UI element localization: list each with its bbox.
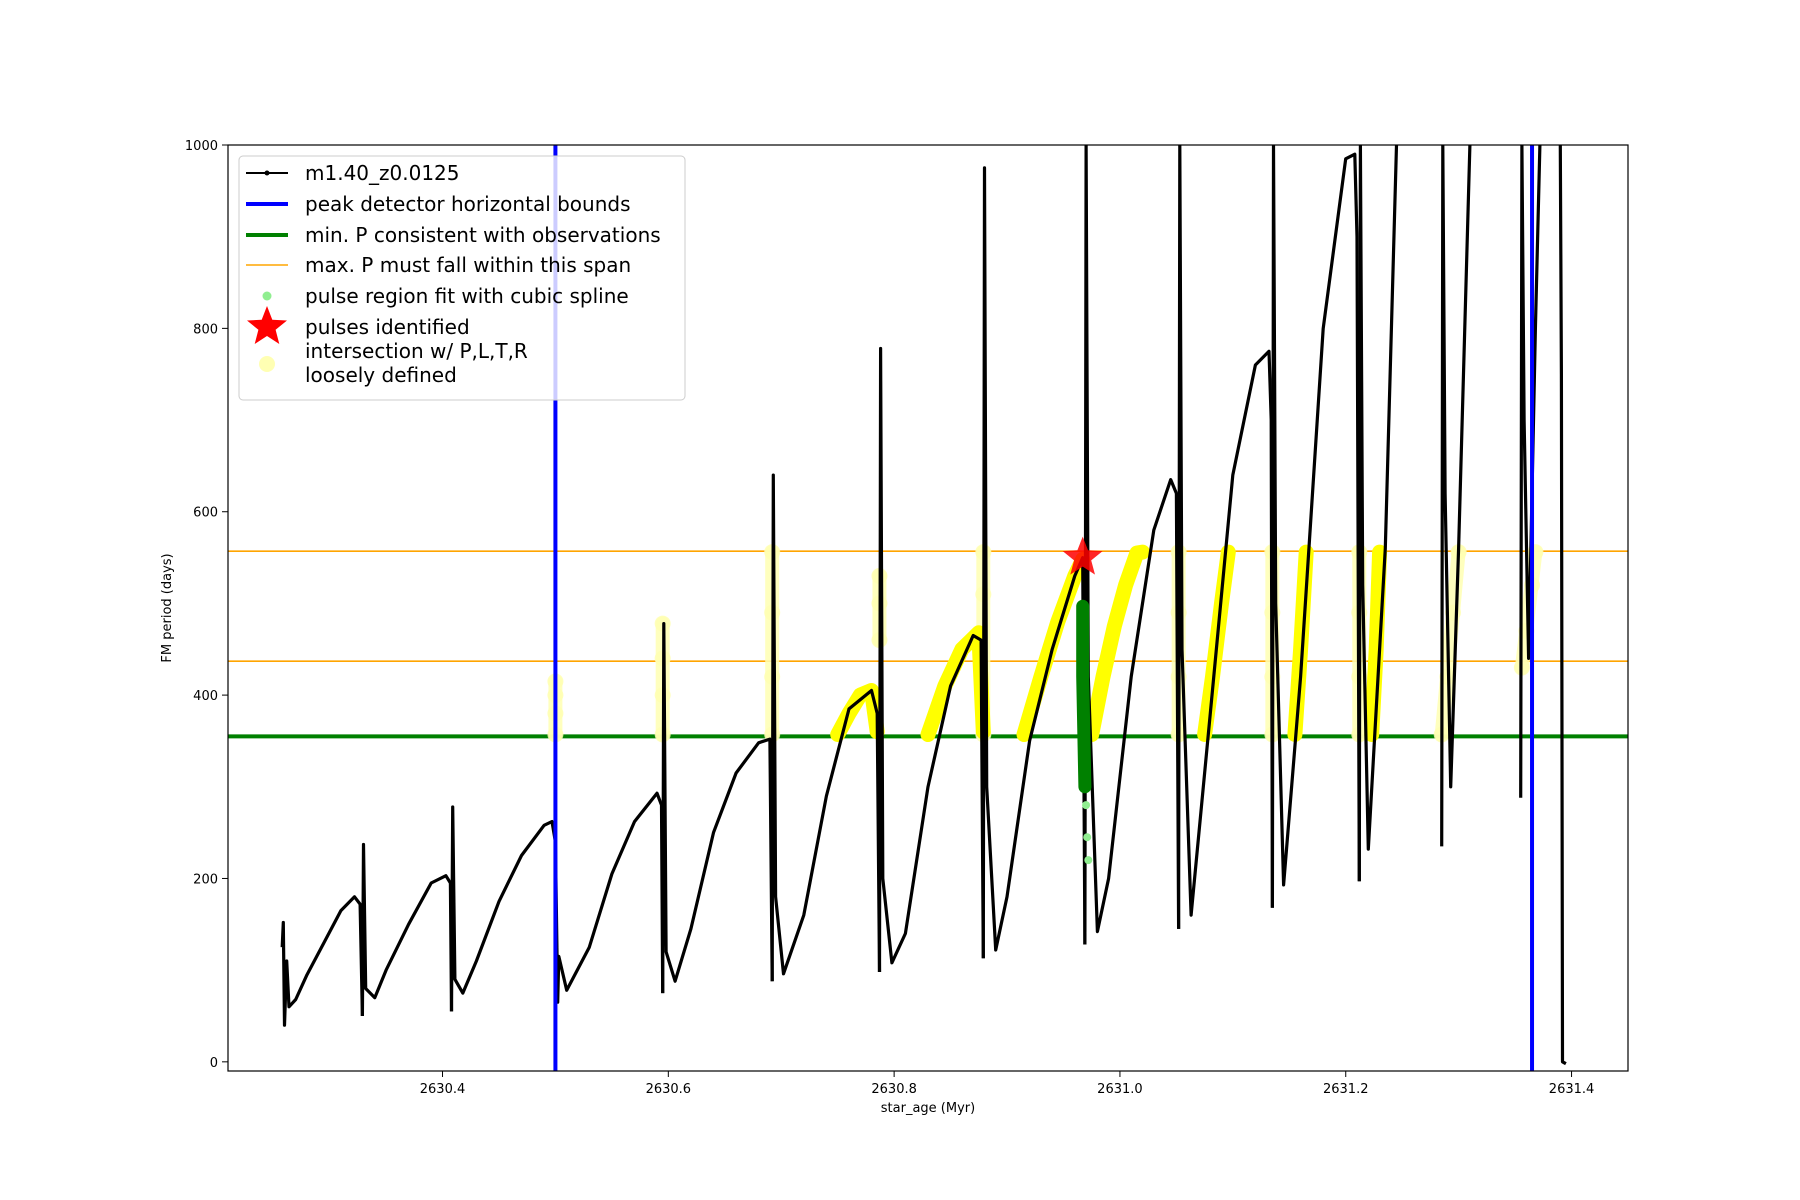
series-segment-6 — [877, 346, 985, 973]
legend-label: min. P consistent with observations — [305, 223, 661, 247]
x-tick-label: 2631.4 — [1549, 1082, 1595, 1097]
series-segment-11 — [1357, 145, 1399, 882]
y-axis: 0 200 400 600 800 1000 — [185, 139, 228, 1071]
spline-region-point — [1083, 833, 1092, 842]
x-tick-label: 2630.8 — [871, 1082, 917, 1097]
x-tick-label: 2630.4 — [420, 1082, 466, 1097]
legend-label: m1.40_z0.0125 — [305, 161, 460, 185]
legend-handle-star — [247, 306, 287, 344]
plot-frame — [227, 144, 1629, 1072]
y-tick-label: 400 — [193, 689, 218, 704]
intersection-band-3 — [1084, 544, 1150, 742]
series-segment-4 — [661, 622, 774, 994]
pulse-star-0 — [1062, 536, 1103, 575]
series-segment-13 — [1519, 145, 1542, 798]
series-segment-8 — [1083, 145, 1181, 945]
intersection-band-1 — [920, 625, 991, 742]
x-axis-label: star_age (Myr) — [881, 1101, 975, 1116]
series-segment-5 — [770, 473, 882, 982]
x-tick-label: 2630.6 — [646, 1082, 692, 1097]
y-tick-label: 800 — [193, 322, 218, 337]
legend-label: pulse region fit with cubic spline — [305, 284, 629, 308]
series-segment-2 — [449, 805, 557, 1012]
legend-handle-circle — [259, 356, 275, 372]
series-segment-14 — [1558, 145, 1567, 1066]
series-segment-7 — [981, 166, 1087, 959]
plot-area — [228, 145, 1628, 1071]
legend-label: intersection w/ P,L,T,R loosely defined — [305, 339, 528, 387]
legend-label: pulses identified — [305, 315, 470, 339]
legend-label: peak detector horizontal bounds — [305, 192, 631, 216]
y-tick-label: 0 — [210, 1056, 218, 1071]
series-segment-12 — [1440, 145, 1472, 847]
series-segment-9 — [1177, 145, 1274, 929]
loose-intersection-band-8 — [1434, 545, 1466, 742]
legend-label-line: intersection w/ P,L,T,R — [305, 339, 528, 363]
legend-box — [238, 155, 686, 401]
series-segment-0 — [280, 895, 364, 1027]
legend-handle-dot — [264, 170, 270, 176]
y-axis-label: FM period (days) — [160, 553, 175, 662]
spline-region-point — [1084, 856, 1093, 865]
intersection-band-6 — [1364, 544, 1388, 742]
legend-label: max. P must fall within this span — [305, 253, 631, 277]
spline-region-point — [1082, 801, 1091, 810]
legend-handle-dot — [262, 291, 272, 301]
y-tick-label: 1000 — [185, 139, 218, 154]
series-segment-3 — [553, 791, 665, 1004]
x-tick-label: 2631.2 — [1323, 1082, 1369, 1097]
spline-fit — [1076, 599, 1092, 794]
x-axis: 2630.4 2630.6 2630.8 2631.0 2631.2 2631.4 — [420, 1071, 1595, 1097]
series-segment-10 — [1270, 145, 1361, 908]
legend-label-line: loosely defined — [305, 363, 457, 387]
series-segment-1 — [360, 842, 454, 1017]
x-tick-label: 2631.0 — [1097, 1082, 1143, 1097]
y-tick-label: 200 — [193, 872, 218, 887]
y-tick-label: 600 — [193, 506, 218, 521]
